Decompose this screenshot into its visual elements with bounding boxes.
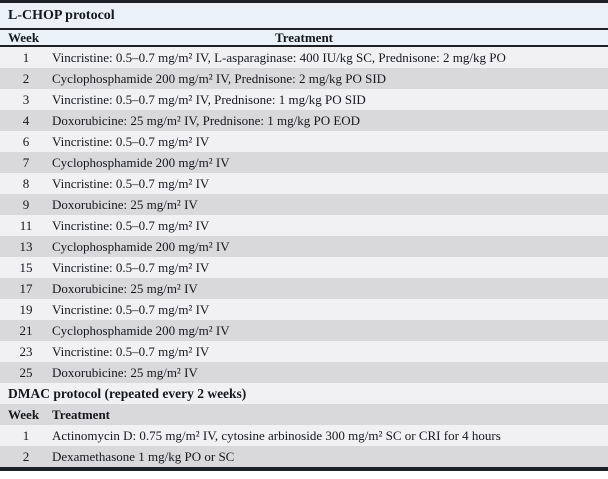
treatment-cell: Cyclophosphamide 200 mg/m² IV, Prednison…: [52, 71, 387, 86]
week-cell: 11: [19, 218, 33, 233]
treatment-cell: Vincristine: 0.5–0.7 mg/m² IV: [52, 134, 210, 149]
table-row: 25 Doxorubicine: 25 mg/m² IV: [0, 362, 608, 383]
lchop-treatment-column-header: Treatment: [275, 30, 333, 45]
table-row: 2 Cyclophosphamide 200 mg/m² IV, Prednis…: [0, 68, 608, 89]
table-row: 9 Doxorubicine: 25 mg/m² IV: [0, 194, 608, 215]
table-row: 6 Vincristine: 0.5–0.7 mg/m² IV: [0, 131, 608, 152]
treatment-cell: Doxorubicine: 25 mg/m² IV: [52, 365, 198, 380]
week-cell: 8: [22, 176, 30, 191]
lchop-title: L-CHOP protocol: [8, 8, 115, 23]
table-row: 8 Vincristine: 0.5–0.7 mg/m² IV: [0, 173, 608, 194]
week-cell: 25: [19, 365, 33, 380]
table-row: 3 Vincristine: 0.5–0.7 mg/m² IV, Prednis…: [0, 89, 608, 110]
bottom-margin: [0, 471, 608, 479]
week-cell: 3: [22, 92, 30, 107]
dmac-title: DMAC protocol (repeated every 2 weeks): [8, 386, 247, 401]
table-row: 23 Vincristine: 0.5–0.7 mg/m² IV: [0, 341, 608, 362]
treatment-cell: Doxorubicine: 25 mg/m² IV: [52, 197, 198, 212]
week-cell: 2: [22, 449, 30, 464]
week-cell: 1: [22, 50, 30, 65]
week-cell: 13: [19, 239, 33, 254]
treatment-cell: Vincristine: 0.5–0.7 mg/m² IV, Prednison…: [52, 92, 366, 107]
week-cell: 7: [22, 155, 30, 170]
treatment-cell: Actinomycin D: 0.75 mg/m² IV, cytosine a…: [52, 428, 501, 443]
treatment-cell: Vincristine: 0.5–0.7 mg/m² IV: [52, 176, 210, 191]
dmac-column-header: Week Treatment: [0, 404, 608, 425]
dmac-section-header: DMAC protocol (repeated every 2 weeks): [0, 383, 608, 404]
lchop-week-column-header: Week: [8, 30, 40, 45]
table-row: 1 Vincristine: 0.5–0.7 mg/m² IV, L-aspar…: [0, 47, 608, 68]
treatment-cell: Cyclophosphamide 200 mg/m² IV: [52, 323, 230, 338]
treatment-cell: Vincristine: 0.5–0.7 mg/m² IV: [52, 218, 210, 233]
table-row: 7 Cyclophosphamide 200 mg/m² IV: [0, 152, 608, 173]
week-cell: 17: [19, 281, 33, 296]
table-row: 13 Cyclophosphamide 200 mg/m² IV: [0, 236, 608, 257]
dmac-week-column-header: Week: [8, 407, 40, 422]
week-cell: 1: [22, 428, 30, 443]
table-row: 19 Vincristine: 0.5–0.7 mg/m² IV: [0, 299, 608, 320]
table-row: 1 Actinomycin D: 0.75 mg/m² IV, cytosine…: [0, 425, 608, 446]
week-cell: 2: [22, 71, 30, 86]
treatment-cell: Cyclophosphamide 200 mg/m² IV: [52, 155, 230, 170]
treatment-cell: Vincristine: 0.5–0.7 mg/m² IV: [52, 302, 210, 317]
table-row: 4 Doxorubicine: 25 mg/m² IV, Prednisone:…: [0, 110, 608, 131]
treatment-cell: Vincristine: 0.5–0.7 mg/m² IV, L-asparag…: [52, 50, 506, 65]
table-row: 11 Vincristine: 0.5–0.7 mg/m² IV: [0, 215, 608, 236]
treatment-cell: Dexamethasone 1 mg/kg PO or SC: [52, 449, 235, 464]
week-cell: 15: [19, 260, 33, 275]
table-row: 21 Cyclophosphamide 200 mg/m² IV: [0, 320, 608, 341]
table-row: 15 Vincristine: 0.5–0.7 mg/m² IV: [0, 257, 608, 278]
treatment-cell: Doxorubicine: 25 mg/m² IV, Prednisone: 1…: [52, 113, 361, 128]
treatment-cell: Vincristine: 0.5–0.7 mg/m² IV: [52, 344, 210, 359]
lchop-section-header: L-CHOP protocol: [0, 3, 608, 28]
week-cell: 9: [22, 197, 30, 212]
lchop-column-header: Week Treatment: [0, 30, 608, 45]
week-cell: 23: [19, 344, 33, 359]
table-row: 17 Doxorubicine: 25 mg/m² IV: [0, 278, 608, 299]
treatment-cell: Cyclophosphamide 200 mg/m² IV: [52, 239, 230, 254]
table-row: 2 Dexamethasone 1 mg/kg PO or SC: [0, 446, 608, 467]
divider-rule: [0, 45, 608, 47]
week-cell: 6: [22, 134, 30, 149]
week-cell: 4: [22, 113, 30, 128]
treatment-cell: Doxorubicine: 25 mg/m² IV: [52, 281, 198, 296]
bottom-rule: [0, 467, 608, 471]
divider-rule: [0, 28, 608, 30]
treatment-cell: Vincristine: 0.5–0.7 mg/m² IV: [52, 260, 210, 275]
week-cell: 21: [19, 323, 33, 338]
dmac-treatment-column-header: Treatment: [52, 407, 110, 422]
week-cell: 19: [19, 302, 33, 317]
top-rule: [0, 0, 608, 3]
